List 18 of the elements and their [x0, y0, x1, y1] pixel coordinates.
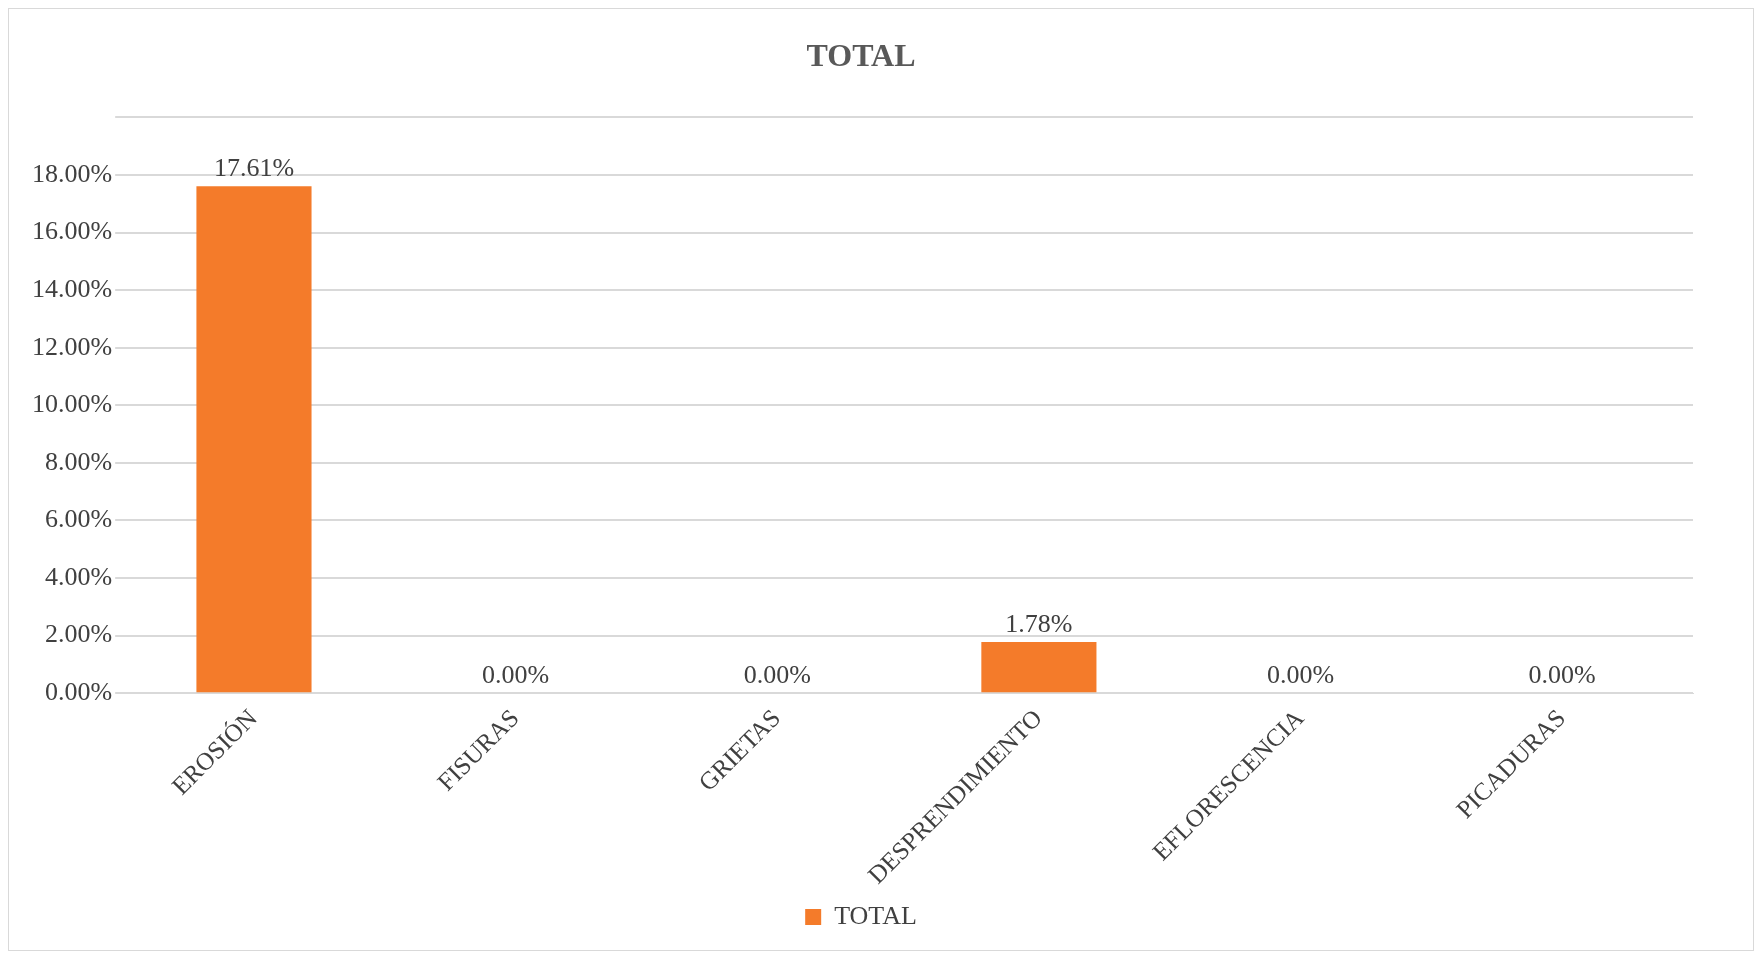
y-tick-label: 2.00%	[44, 619, 113, 649]
y-tick-label: 14.00%	[31, 273, 113, 303]
data-label: 0.00%	[1266, 659, 1335, 689]
y-tick-label: 8.00%	[44, 446, 113, 476]
data-label: 1.78%	[1005, 608, 1073, 638]
y-tick-label: 12.00%	[31, 331, 113, 361]
y-tick-label: 0.00%	[44, 676, 113, 706]
y-tick-label: 18.00%	[31, 158, 113, 188]
data-label: 17.61%	[213, 153, 295, 183]
y-tick-label: 10.00%	[31, 389, 113, 419]
y-tick-label: 16.00%	[31, 216, 113, 246]
chart-title: TOTAL	[806, 37, 916, 74]
y-tick-label: 6.00%	[44, 504, 113, 534]
y-tick-label: 4.00%	[44, 561, 113, 591]
data-label: 0.00%	[482, 659, 550, 689]
data-label: 0.00%	[1528, 659, 1596, 689]
data-label: 0.00%	[743, 659, 811, 689]
legend-label: TOTAL	[834, 900, 917, 930]
